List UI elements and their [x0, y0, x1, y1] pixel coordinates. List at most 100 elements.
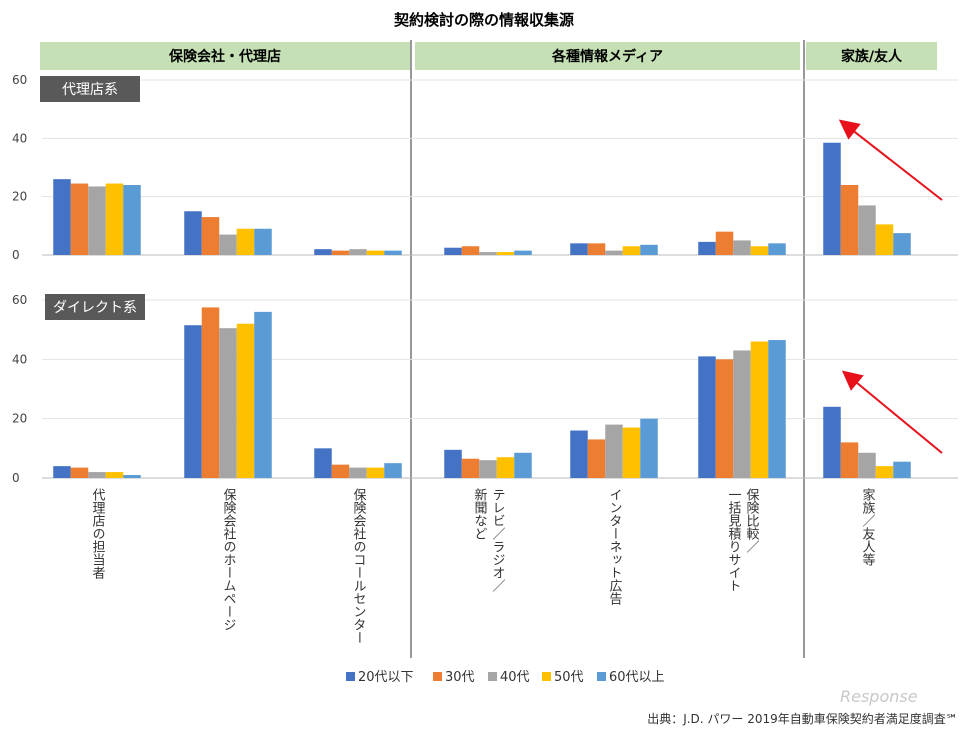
bar	[823, 142, 841, 255]
chart-title: 契約検討の際の情報収集源	[393, 11, 574, 29]
bar	[184, 325, 202, 478]
bar	[236, 228, 255, 255]
bar	[219, 328, 237, 478]
panel-direct-label: ダイレクト系	[53, 300, 137, 316]
trend-arrows	[838, 119, 943, 454]
panel-agency: 0 20 40 60	[12, 73, 958, 262]
y-tick-label: 60	[12, 293, 27, 307]
bar	[698, 356, 716, 478]
panel-agency-label: 代理店系	[62, 82, 118, 98]
bar	[479, 460, 497, 478]
bar	[893, 233, 911, 255]
legend-label: 60代以上	[609, 670, 665, 685]
bar	[893, 461, 911, 478]
category-label: インターネット広告	[607, 488, 623, 605]
bar	[570, 243, 588, 255]
bar	[733, 240, 751, 255]
source-note: 出典：J.D. パワー 2019年自動車保険契約者満足度調査℠	[647, 711, 958, 726]
bar	[479, 252, 497, 255]
bar	[88, 186, 106, 255]
bar	[496, 252, 515, 255]
bar	[514, 452, 532, 478]
bar	[875, 466, 894, 478]
bar	[461, 458, 480, 478]
bar	[123, 185, 141, 255]
bar	[444, 247, 462, 255]
y-tick-label: 0	[12, 248, 20, 262]
group-header-label: 家族/友人	[841, 48, 903, 65]
y-tick-label: 0	[12, 471, 20, 485]
bar	[349, 467, 367, 478]
category-label: 保険比較／	[744, 488, 760, 553]
category-labels: 代理店の担当者 保険会社のホームページ 保険会社のコールセンター テレビ／ラジオ／新聞…	[90, 487, 876, 644]
bar	[254, 228, 272, 255]
bar	[384, 463, 402, 478]
category-label: 保険会社のコールセンター	[351, 488, 367, 644]
bar	[640, 244, 658, 255]
category-label: 一括見積りサイト	[726, 488, 742, 592]
bar	[331, 250, 350, 255]
bar	[184, 211, 202, 255]
legend-swatch	[346, 672, 355, 681]
bar	[219, 234, 237, 255]
bar	[53, 466, 71, 478]
bar	[314, 249, 332, 255]
bar	[715, 359, 734, 478]
bar	[570, 430, 588, 478]
bar	[314, 448, 332, 478]
bar	[514, 250, 532, 255]
category-label: 新聞など	[472, 487, 488, 540]
bar	[88, 472, 106, 478]
panel-direct: 0 20 40 60	[12, 293, 958, 485]
group-header-box	[40, 42, 410, 70]
legend-swatch	[597, 672, 606, 681]
group-header-box	[806, 42, 937, 70]
group-header-label: 保険会社・代理店	[168, 48, 281, 65]
legend: 20代以下 30代 40代 50代 60代以上	[346, 670, 665, 685]
bar	[823, 406, 841, 478]
bar	[858, 205, 876, 255]
bar	[53, 179, 71, 255]
bar	[875, 224, 894, 255]
bar	[640, 418, 658, 478]
bar	[70, 467, 89, 478]
bar	[840, 185, 859, 255]
bar	[622, 427, 641, 478]
legend-label: 40代	[500, 670, 530, 685]
legend-swatch	[433, 672, 442, 681]
y-tick-label: 20	[12, 412, 27, 426]
legend-swatch	[542, 672, 551, 681]
bar	[349, 249, 367, 255]
bar	[105, 472, 124, 478]
trend-arrow-upper	[838, 119, 943, 201]
category-label: テレビ／ラジオ／	[490, 488, 506, 592]
panel-agency-tag: 代理店系	[40, 76, 140, 102]
bar	[715, 231, 734, 255]
bar	[750, 246, 769, 255]
bar	[768, 340, 786, 478]
bar	[605, 250, 623, 255]
group-headers: 保険会社・代理店 各種情報メディア 家族/友人	[40, 40, 937, 658]
bar	[201, 307, 220, 478]
bar	[605, 424, 623, 478]
bar	[366, 467, 385, 478]
group-header-box	[415, 42, 800, 70]
legend-label: 20代以下	[358, 670, 414, 685]
bar	[236, 323, 255, 478]
bar	[840, 442, 859, 478]
bar	[384, 250, 402, 255]
legend-label: 50代	[554, 670, 584, 685]
bar	[622, 246, 641, 255]
bar	[698, 241, 716, 255]
y-tick-label: 60	[12, 73, 27, 87]
bar	[587, 243, 606, 255]
bar	[444, 449, 462, 478]
panel-direct-tag: ダイレクト系	[45, 294, 145, 320]
bar	[123, 475, 141, 478]
y-tick-label: 40	[12, 131, 27, 145]
bar	[105, 183, 124, 255]
bar	[858, 452, 876, 478]
bar	[70, 183, 89, 255]
bar	[331, 464, 350, 478]
